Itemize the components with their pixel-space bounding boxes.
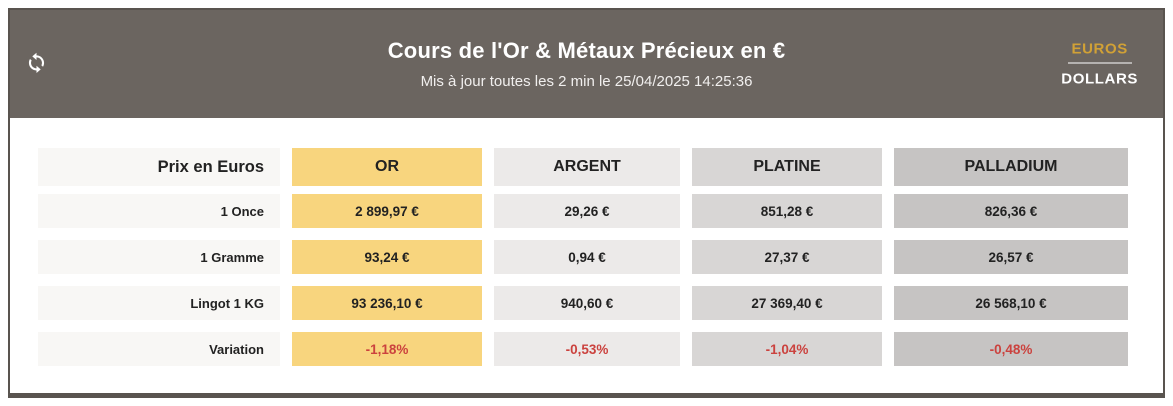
row-label-variation: Variation: [38, 332, 280, 366]
row-label-lingot: Lingot 1 KG: [38, 286, 280, 320]
value-or-lingot: 93 236,10 €: [292, 286, 482, 320]
value-platine-variation: -1,04%: [692, 332, 882, 366]
row-label-once: 1 Once: [38, 194, 280, 228]
value-palladium-gramme: 26,57 €: [894, 240, 1128, 274]
currency-toggle: EUROS DOLLARS: [1061, 41, 1138, 88]
price-table-container: Prix en Euros OR ARGENT PLATINE PALLADIU…: [10, 118, 1163, 393]
value-palladium-variation: -0,48%: [894, 332, 1128, 366]
header-title-block: Cours de l'Or & Métaux Précieux en € Mis…: [388, 38, 786, 90]
widget-header: Cours de l'Or & Métaux Précieux en € Mis…: [10, 10, 1163, 118]
value-platine-lingot: 27 369,40 €: [692, 286, 882, 320]
column-header-or: OR: [292, 148, 482, 186]
value-argent-gramme: 0,94 €: [494, 240, 680, 274]
currency-dollars-button[interactable]: DOLLARS: [1061, 70, 1138, 88]
currency-toggle-divider: [1067, 62, 1132, 64]
refresh-icon: [25, 51, 48, 77]
value-or-gramme: 93,24 €: [292, 240, 482, 274]
column-header-palladium: PALLADIUM: [894, 148, 1128, 186]
row-label-gramme: 1 Gramme: [38, 240, 280, 274]
value-argent-once: 29,26 €: [494, 194, 680, 228]
page-title: Cours de l'Or & Métaux Précieux en €: [387, 38, 786, 63]
precious-metals-widget: Cours de l'Or & Métaux Précieux en € Mis…: [8, 8, 1165, 398]
value-or-variation: -1,18%: [292, 332, 482, 366]
value-argent-lingot: 940,60 €: [494, 286, 680, 320]
value-or-once: 2 899,97 €: [292, 194, 482, 228]
refresh-button[interactable]: [23, 51, 49, 77]
value-palladium-lingot: 26 568,10 €: [894, 286, 1128, 320]
currency-euros-button[interactable]: EUROS: [1071, 40, 1128, 58]
value-platine-gramme: 27,37 €: [692, 240, 882, 274]
price-table: Prix en Euros OR ARGENT PLATINE PALLADIU…: [38, 148, 1128, 366]
corner-header: Prix en Euros: [38, 148, 280, 186]
value-palladium-once: 826,36 €: [894, 194, 1128, 228]
update-timestamp: Mis à jour toutes les 2 min le 25/04/202…: [420, 73, 753, 90]
column-header-argent: ARGENT: [494, 148, 680, 186]
column-header-platine: PLATINE: [692, 148, 882, 186]
value-argent-variation: -0,53%: [494, 332, 680, 366]
value-platine-once: 851,28 €: [692, 194, 882, 228]
